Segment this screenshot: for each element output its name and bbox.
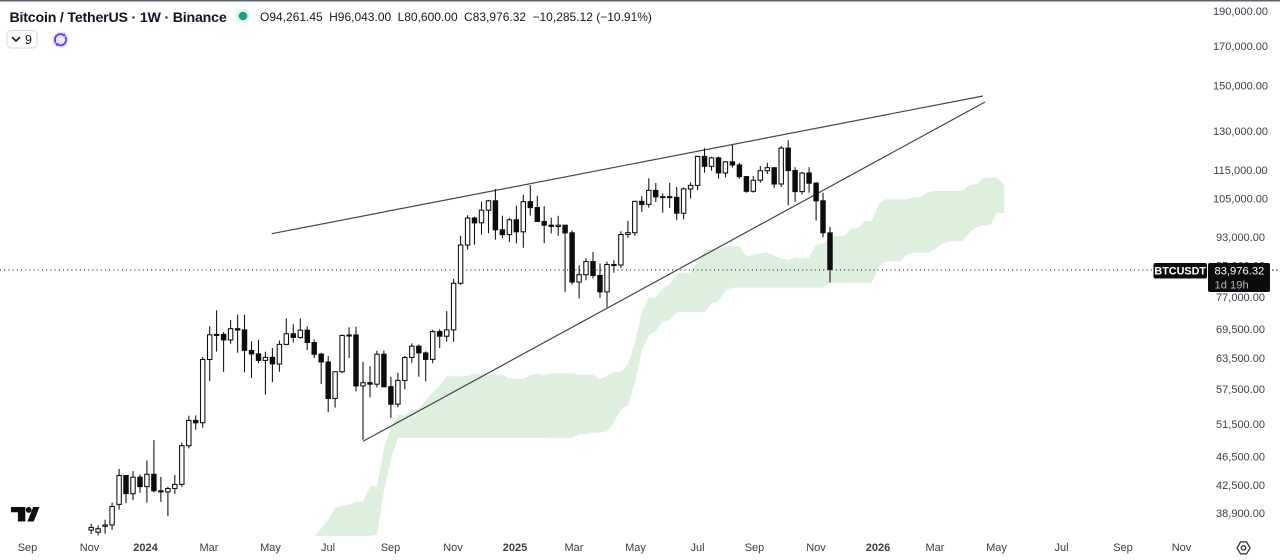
- svg-text:Mar: Mar: [565, 542, 584, 554]
- svg-text:May: May: [986, 542, 1007, 554]
- svg-text:Bitcoin / TetherUS · 1W · Bina: Bitcoin / TetherUS · 1W · Binance: [10, 10, 227, 26]
- svg-text:May: May: [625, 542, 646, 554]
- svg-text:115,000.00: 115,000.00: [1213, 165, 1267, 177]
- svg-text:150,000.00: 150,000.00: [1213, 81, 1268, 93]
- svg-text:130,000.00: 130,000.00: [1213, 126, 1268, 138]
- svg-text:Nov: Nov: [806, 542, 826, 554]
- svg-text:105,000.00: 105,000.00: [1213, 194, 1268, 206]
- svg-text:57,500.00: 57,500.00: [1216, 384, 1265, 396]
- svg-text:83,976.32: 83,976.32: [1215, 266, 1265, 278]
- svg-text:51,500.00: 51,500.00: [1216, 419, 1265, 431]
- svg-text:Nov: Nov: [1172, 542, 1192, 554]
- svg-text:38,900.00: 38,900.00: [1216, 508, 1265, 520]
- svg-text:Mar: Mar: [200, 542, 219, 554]
- svg-text:77,000.00: 77,000.00: [1216, 292, 1265, 304]
- svg-text:69,500.00: 69,500.00: [1216, 324, 1265, 336]
- svg-text:1d 19h: 1d 19h: [1215, 280, 1249, 292]
- svg-text:May: May: [260, 542, 281, 554]
- svg-text:Jul: Jul: [321, 542, 335, 554]
- svg-text:Sep: Sep: [381, 542, 401, 554]
- svg-text:BTCUSDT: BTCUSDT: [1154, 265, 1206, 277]
- svg-text:2024: 2024: [133, 542, 158, 554]
- svg-text:190,000.00: 190,000.00: [1213, 6, 1268, 18]
- svg-text:46,500.00: 46,500.00: [1216, 451, 1265, 463]
- svg-text:Sep: Sep: [1113, 542, 1133, 554]
- svg-text:170,000.00: 170,000.00: [1213, 41, 1268, 53]
- svg-text:Jul: Jul: [690, 542, 704, 554]
- svg-text:42,500.00: 42,500.00: [1216, 480, 1265, 492]
- svg-text:9: 9: [25, 33, 32, 47]
- svg-text:Mar: Mar: [926, 542, 945, 554]
- svg-text:Nov: Nov: [80, 542, 100, 554]
- svg-text:Jul: Jul: [1054, 542, 1068, 554]
- svg-text:Nov: Nov: [443, 542, 463, 554]
- svg-text:Sep: Sep: [745, 542, 765, 554]
- svg-text:2026: 2026: [866, 542, 890, 554]
- svg-text:Sep: Sep: [18, 542, 38, 554]
- svg-text:93,000.00: 93,000.00: [1216, 232, 1265, 244]
- svg-text:2025: 2025: [503, 542, 527, 554]
- svg-text:63,500.00: 63,500.00: [1216, 353, 1265, 365]
